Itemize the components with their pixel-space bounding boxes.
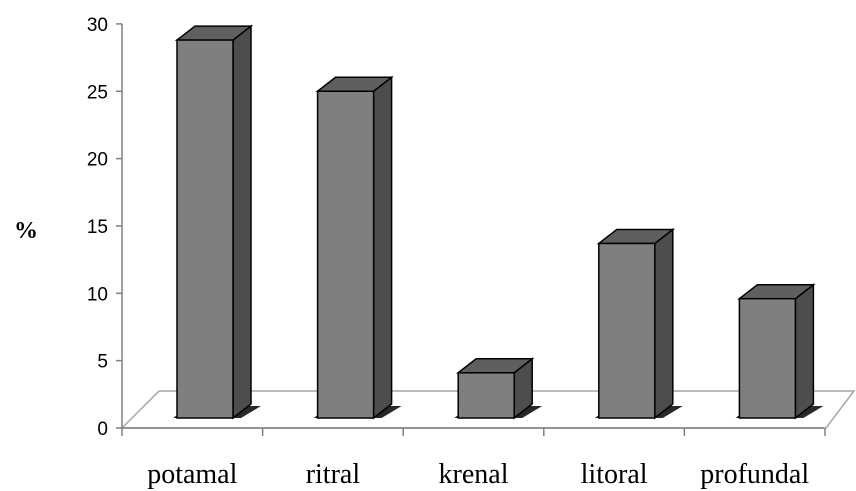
y-axis-label: % [14, 218, 38, 244]
bar-side-face [654, 227, 674, 420]
bar-front-face [176, 39, 234, 419]
bar [173, 24, 261, 420]
category-labels: potamal ritral krenal litoral profundal [147, 459, 809, 490]
bar [735, 283, 824, 420]
x-category-label: litoral [581, 459, 648, 490]
bar-side-face [794, 283, 815, 420]
bar-front-face [598, 242, 656, 419]
bar-front-face [457, 372, 515, 419]
bar [454, 357, 543, 420]
y-tick-label: 10 [87, 284, 108, 305]
bar [594, 227, 683, 420]
y-tick-label: 25 [87, 82, 108, 103]
y-tick-label: 15 [87, 217, 108, 238]
y-axis: 0 5 10 15 20 25 30 [87, 15, 826, 440]
y-tick-label: 5 [97, 352, 108, 373]
x-category-label: ritral [306, 459, 361, 490]
x-category-label: potamal [147, 459, 237, 490]
bar [313, 75, 402, 420]
bar-front-face [738, 297, 797, 419]
bar-front-face [316, 90, 375, 419]
y-tick-label: 20 [87, 150, 108, 171]
y-tick-label: 0 [97, 419, 108, 440]
x-category-label: profundal [700, 459, 809, 490]
x-category-label: krenal [439, 459, 509, 490]
bar-series [173, 24, 824, 420]
bar-side-face [232, 24, 252, 420]
y-tick-label: 30 [87, 15, 108, 36]
bar-side-face [372, 75, 393, 420]
